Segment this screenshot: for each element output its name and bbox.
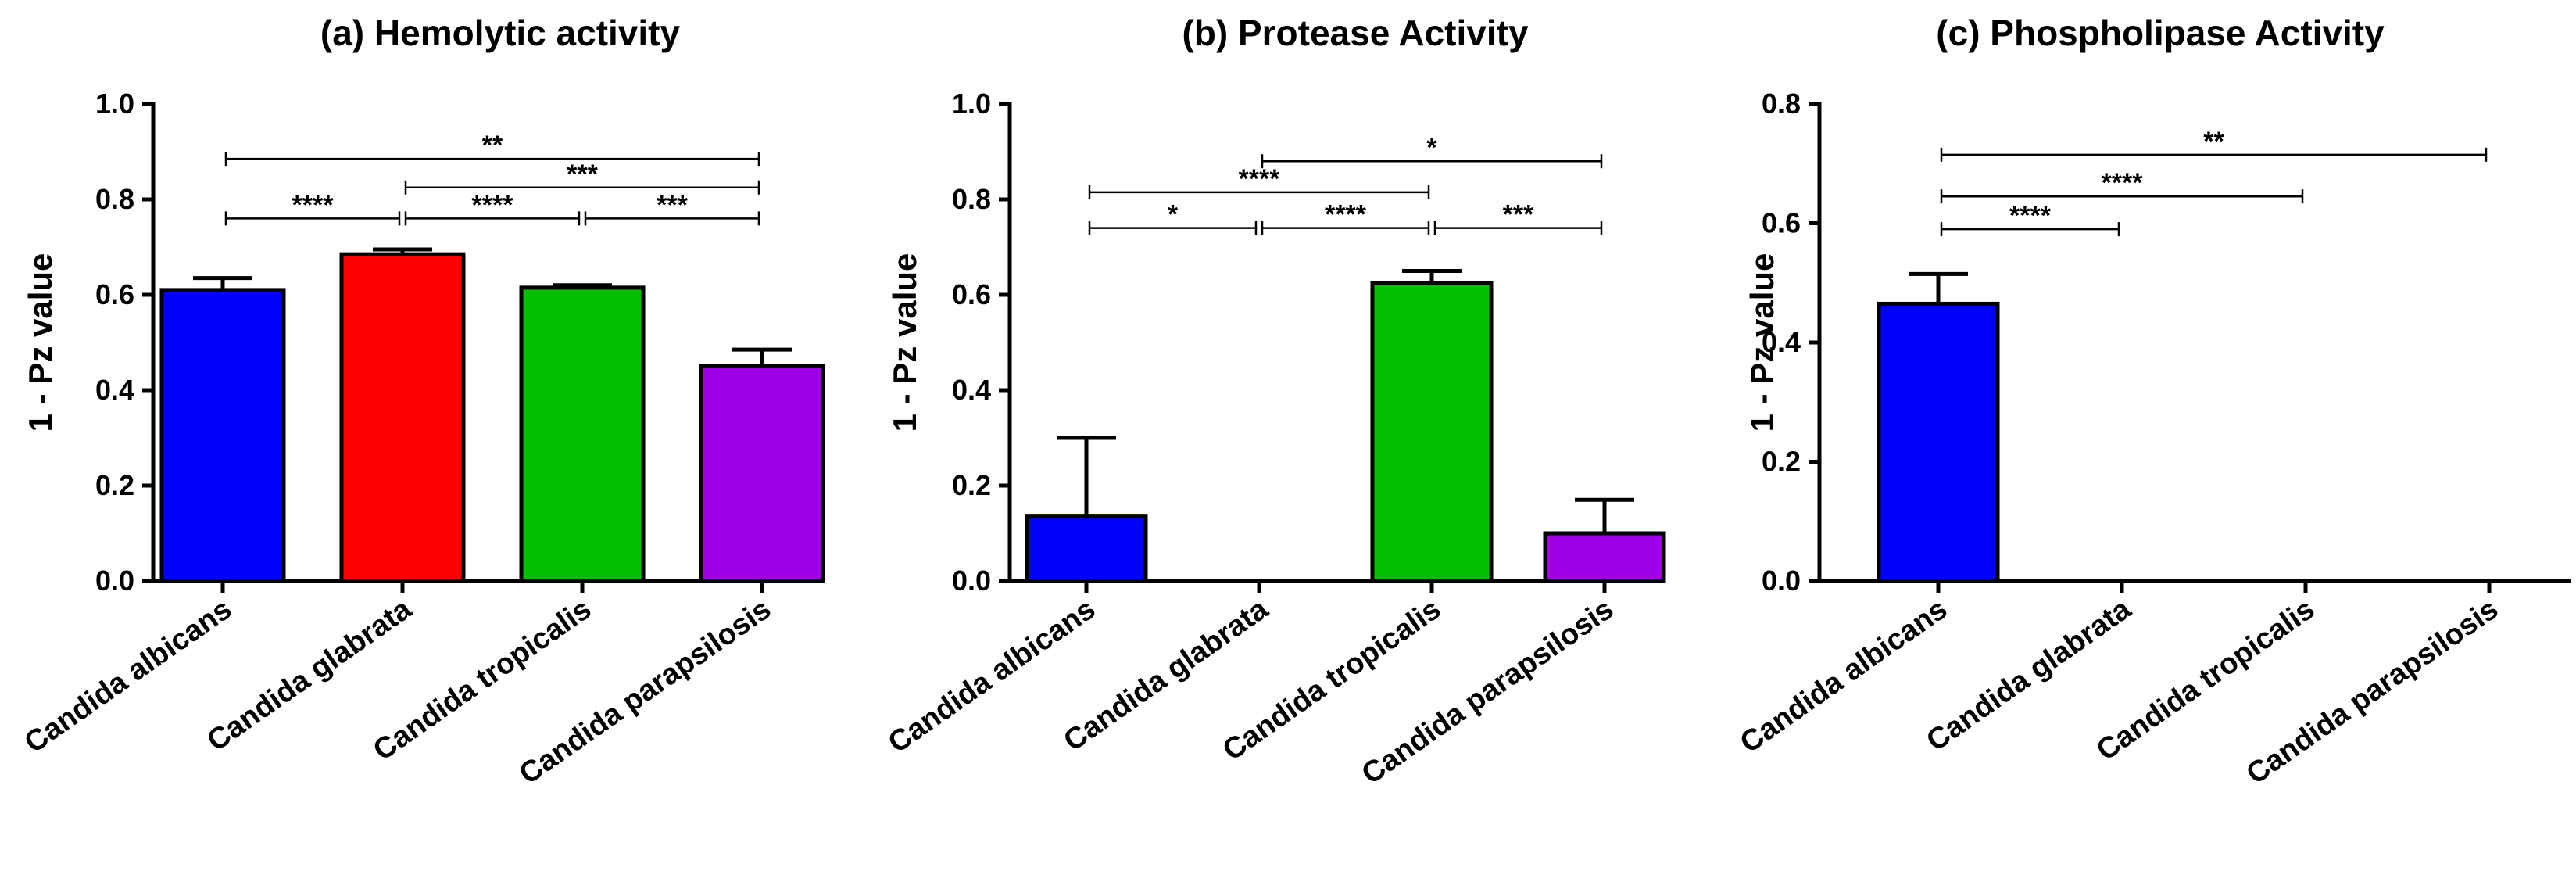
y-tick-label: 0.2: [1762, 446, 1801, 478]
significance-label: ****: [1325, 200, 1367, 230]
chart-title: (a) Hemolytic activity: [320, 13, 681, 53]
significance-label: *: [1168, 200, 1179, 230]
significance-label: ***: [567, 160, 598, 189]
y-tick-label: 0.2: [95, 469, 134, 501]
y-tick-label: 0.0: [95, 565, 134, 597]
y-tick-label: 0.8: [952, 183, 991, 215]
y-axis-title: 1 - Pz value: [22, 253, 59, 432]
y-tick-label: 0.0: [952, 565, 991, 597]
bar-candida-tropicalis: [519, 285, 646, 583]
chart-title: (b) Protease Activity: [1182, 13, 1529, 53]
y-tick-label: 0.4: [952, 374, 991, 406]
chart-title: (c) Phospholipase Activity: [1936, 13, 2385, 53]
y-tick-label: 0.6: [952, 278, 991, 310]
y-tick-label: 0.8: [1762, 88, 1801, 120]
significance-label: ****: [1239, 164, 1281, 194]
bar-candida-tropicalis: [1370, 281, 1494, 583]
y-tick-label: 0.4: [95, 374, 134, 406]
bar-candida-albicans: [1877, 301, 2000, 583]
y-tick-label: 1.0: [95, 88, 134, 120]
y-tick-label: 0.6: [95, 278, 134, 310]
chart-panel-1: (a) Hemolytic activity 1 - Pz value 0.0 0.2…: [19, 13, 825, 791]
significance-label: **: [482, 131, 503, 160]
bar-candida-albicans: [1025, 514, 1148, 583]
significance-label: ****: [472, 190, 514, 220]
chart-panel-2: (b) Protease Activity 1 - Pz value 0.0 0.2 0…: [882, 13, 1666, 791]
significance-label: ****: [2009, 201, 2052, 231]
y-tick-label: 0.0: [1762, 565, 1801, 597]
y-tick-label: 0.2: [952, 469, 991, 501]
y-tick-label: 0.6: [1762, 207, 1801, 239]
y-tick-label: 1.0: [952, 88, 991, 120]
bar-candida-glabrata: [339, 252, 466, 583]
significance-label: ****: [292, 190, 335, 220]
significance-label: ****: [2102, 168, 2144, 198]
bar-candida-parapsilosis: [1543, 531, 1666, 583]
significance-label: **: [2203, 127, 2224, 156]
bar-candida-albicans: [159, 288, 286, 583]
y-axis-title: 1 - Pz value: [886, 253, 923, 432]
significance-label: ***: [1503, 200, 1534, 230]
category-label: Candida albicans: [1734, 593, 1953, 760]
y-tick-label: 0.4: [1762, 326, 1801, 358]
y-tick-label: 0.8: [95, 183, 134, 215]
y-axis-title: 1 - Pz value: [1744, 253, 1780, 432]
significance-label: *: [1426, 133, 1437, 163]
bar-candida-parapsilosis: [699, 364, 825, 583]
significance-label: ***: [657, 190, 688, 220]
